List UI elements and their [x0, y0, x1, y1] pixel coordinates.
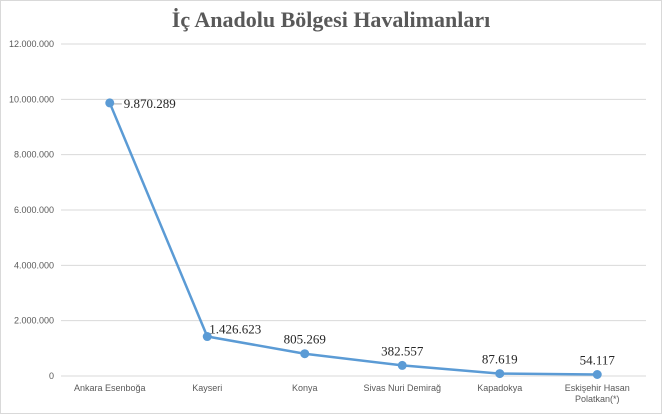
y-tick-label: 4.000.000	[14, 260, 54, 270]
data-label: 9.870.289	[124, 96, 176, 111]
data-point-marker	[495, 369, 505, 379]
y-tick-label: 12.000.000	[9, 39, 54, 49]
y-tick-label: 8.000.000	[14, 150, 54, 160]
x-tick-label: Kayseri	[192, 383, 222, 393]
x-tick-label: Ankara Esenboğa	[74, 383, 146, 393]
data-label: 805.269	[284, 332, 326, 347]
x-tick-label: Eskişehir Hasan Polatkan(*)	[565, 383, 630, 404]
chart-title: İç Anadolu Bölgesi Havalimanları	[171, 7, 491, 32]
x-tick-label: Konya	[292, 383, 318, 393]
x-tick-label: Sivas Nuri Demirağ	[363, 383, 441, 393]
data-label: 87.619	[482, 352, 518, 367]
series-line	[108, 102, 598, 376]
y-tick-label: 0	[49, 371, 54, 381]
data-point-marker	[202, 332, 212, 342]
y-tick-label: 10.000.000	[9, 94, 54, 104]
y-tick-label: 2.000.000	[14, 316, 54, 326]
data-label: 54.117	[580, 353, 616, 368]
data-point-marker	[592, 370, 602, 380]
data-label: 382.557	[381, 343, 424, 358]
x-tick-label: Kapadokya	[477, 383, 522, 393]
data-point-marker	[397, 360, 407, 370]
y-tick-label: 6.000.000	[14, 205, 54, 215]
data-point-marker	[300, 349, 310, 359]
data-point-marker	[105, 98, 115, 108]
data-label: 1.426.623	[209, 322, 261, 337]
